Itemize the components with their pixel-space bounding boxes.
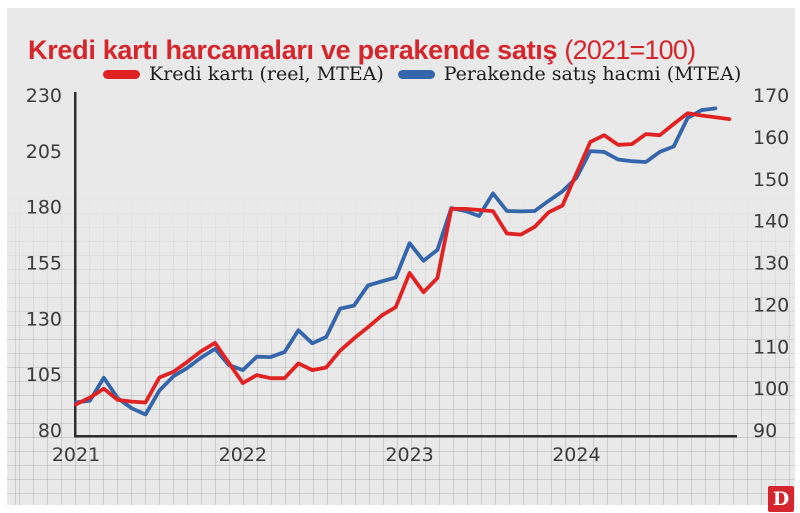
x-axis-tick-labels: 2021 2022 2023 2024 [52, 444, 601, 466]
y-axis-line [74, 92, 77, 438]
legend-label-retail-sales: Perakende satış hacmi (MTEA) [443, 63, 742, 85]
line-credit-card [74, 111, 732, 407]
left-axis-tick-105: 105 [26, 364, 62, 386]
left-axis-tick-230: 230 [26, 85, 62, 107]
right-axis-tick-110: 110 [753, 336, 789, 358]
chart-title-suffix: (2021=100) [564, 35, 696, 66]
right-axis-tick-140: 140 [753, 211, 789, 233]
right-axis-tick-labels: 170 160 150 140 130 120 110 100 90 [753, 85, 789, 442]
x-axis-tick-2023: 2023 [385, 444, 433, 466]
left-axis-tick-155: 155 [26, 253, 62, 275]
legend-item-credit-card: Kredi kartı (reel, MTEA) [103, 63, 384, 85]
x-axis-line [74, 435, 737, 438]
series-lines [74, 106, 732, 417]
legend-label-credit-card: Kredi kartı (reel, MTEA) [149, 63, 384, 85]
x-axis-tick-2024: 2024 [552, 444, 600, 466]
right-axis-tick-90: 90 [753, 420, 777, 442]
right-axis-tick-120: 120 [753, 294, 789, 316]
left-axis-tick-180: 180 [26, 197, 62, 219]
right-axis-tick-170: 170 [753, 85, 789, 107]
logo-letter: D [772, 488, 790, 510]
right-axis-tick-150: 150 [753, 169, 789, 191]
blue-line-swatch-icon [397, 69, 435, 79]
left-axis-tick-130: 130 [26, 308, 62, 330]
chart-title-main: Kredi kartı harcamaları ve perakende sat… [28, 35, 558, 66]
left-axis-tick-205: 205 [26, 141, 62, 163]
x-axis-tick-2022: 2022 [219, 444, 267, 466]
left-axis-tick-labels: 230 205 180 155 130 105 80 [26, 85, 62, 442]
right-axis-tick-160: 160 [753, 127, 789, 149]
legend-item-retail-sales: Perakende satış hacmi (MTEA) [397, 63, 742, 85]
right-axis-tick-130: 130 [753, 253, 789, 275]
right-axis-tick-100: 100 [753, 378, 789, 400]
graph-paper-background [7, 8, 795, 505]
dunya-newspaper-logo: D [768, 486, 794, 512]
chart-legend: Kredi kartı (reel, MTEA) Perakende satış… [103, 63, 741, 85]
chart-title: Kredi kartı harcamaları ve perakende sat… [28, 34, 788, 66]
line-retail-sales [74, 106, 718, 417]
x-axis-tick-2021: 2021 [52, 444, 100, 466]
red-line-swatch-icon [103, 69, 140, 79]
left-axis-tick-80: 80 [38, 420, 62, 442]
